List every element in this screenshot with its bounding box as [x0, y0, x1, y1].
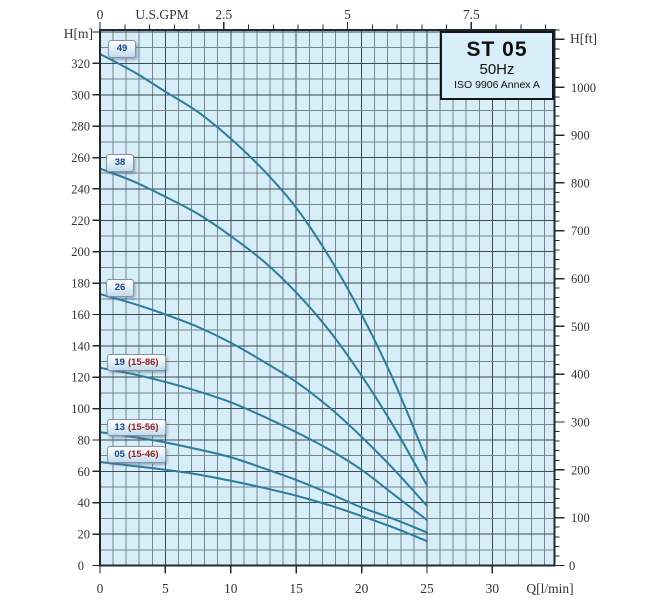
y-axis-left: 20 40 60 80 100 120 140 160 180 200 220 240 260 280 30…: [64, 26, 100, 573]
curve-26: [99, 293, 428, 507]
y-axis-tick-label: 40: [78, 496, 91, 510]
x-axis-tick-label: 15: [289, 581, 303, 596]
x-axis-tick-label: 5: [162, 581, 169, 596]
y2-axis-tick-label: 400: [571, 368, 590, 382]
curve-label-main: 19: [114, 356, 125, 368]
y-axis-tick-label: 120: [71, 371, 90, 385]
grid: [100, 30, 555, 566]
x-axis-tick-label: 10: [224, 581, 238, 596]
y2-axis-tick-label: 100: [571, 511, 590, 525]
y2-axis-zero-label: 0: [569, 559, 575, 573]
x2-axis-tick-label: 5: [344, 7, 351, 22]
y-axis-tick-label: 320: [71, 57, 90, 71]
curve-label-49: 49: [108, 40, 136, 58]
y2-axis-tick-label: 900: [571, 129, 590, 143]
curve-label-main: 49: [116, 43, 128, 55]
y-axis-tick-label: 100: [71, 402, 90, 416]
curve-38: [99, 167, 428, 487]
curves: [99, 53, 428, 543]
y-axis-title: H[m]: [64, 26, 93, 41]
y-axis-tick-label: 220: [71, 214, 90, 228]
curve-49: [99, 53, 428, 462]
y-axis-tick-label: 80: [78, 433, 91, 447]
x2-axis-title: U.S.GPM: [135, 7, 188, 22]
curve-label-main: 26: [114, 282, 126, 294]
y-axis-right: 100 200 300 400 500 600 700 800 900 1000 0 H[ft]: [554, 29, 597, 573]
curve-label-main: 13: [114, 421, 125, 433]
title-box: ST 05 50Hz ISO 9906 Annex A: [440, 31, 554, 100]
curve-label-05: 05 (15-46): [107, 446, 166, 463]
curve-label-26: 26: [106, 279, 134, 297]
y-axis-tick-label: 200: [71, 245, 90, 259]
curve-label-range: (15-56): [127, 421, 159, 433]
curve-label-main: 05: [114, 448, 125, 460]
y2-axis-tick-label: 1000: [571, 81, 596, 95]
x-axis-top: 0 2.5 5 7.5 U.S.GPM: [97, 7, 547, 30]
y2-axis-title: H[ft]: [570, 31, 597, 46]
y2-axis-tick-label: 200: [571, 463, 590, 477]
x-axis-title: Q[l/min]: [526, 581, 573, 596]
curve-13: [99, 431, 428, 534]
curve-label-19: 19 (15-86): [107, 354, 166, 371]
curve-label-13: 13 (15-56): [107, 419, 166, 436]
curve-label-range: (15-86): [127, 356, 159, 368]
y2-axis-tick-label: 800: [571, 176, 590, 190]
x2-axis-tick-label: 0: [97, 7, 104, 22]
y-axis-tick-label: 140: [71, 339, 90, 353]
curve-label-main: 38: [114, 157, 126, 169]
curve-05: [99, 460, 428, 543]
y-axis-tick-label: 240: [71, 182, 90, 196]
curve-label-38: 38: [106, 154, 134, 172]
y-axis-tick-label: 20: [78, 528, 91, 542]
y2-axis-tick-label: 300: [571, 416, 590, 430]
plot-background: [100, 30, 555, 566]
y2-axis-tick-label: 500: [571, 320, 590, 334]
x-axis-tick-label: 20: [355, 581, 369, 596]
curve-label-range: (15-46): [127, 448, 159, 460]
y-axis-zero-label: 0: [78, 559, 84, 573]
x-axis-bottom: 0 5 10 15 20 25 30 Q[l/min]: [97, 565, 574, 596]
x-axis-tick-label: 0: [97, 581, 104, 596]
x2-axis-tick-label: 2.5: [215, 7, 232, 22]
y2-axis-tick-label: 600: [571, 272, 590, 286]
model-name: ST 05: [466, 38, 528, 62]
x-axis-tick-label: 25: [420, 581, 434, 596]
y-axis-tick-label: 260: [71, 151, 90, 165]
standard-label: ISO 9906 Annex A: [454, 78, 540, 91]
x2-axis-tick-label: 7.5: [463, 7, 480, 22]
y-axis-tick-label: 300: [71, 88, 90, 102]
frequency-label: 50Hz: [479, 61, 515, 79]
x-axis-tick-label: 30: [486, 581, 500, 596]
y-axis-tick-label: 280: [71, 120, 90, 134]
y-axis-tick-label: 160: [71, 308, 90, 322]
y2-axis-tick-label: 700: [571, 224, 590, 238]
y-axis-tick-label: 60: [78, 465, 91, 479]
y-axis-tick-label: 180: [71, 277, 90, 291]
curve-19: [99, 366, 428, 521]
